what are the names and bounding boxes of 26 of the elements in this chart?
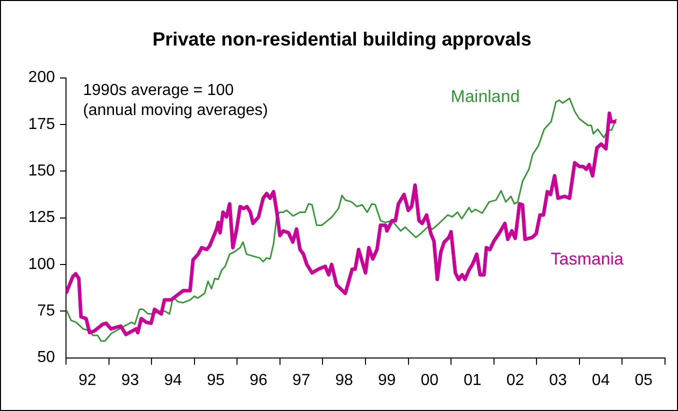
- annotation: (annual moving averages): [83, 102, 268, 120]
- x-tick-label: 97: [292, 372, 310, 389]
- x-tick-label: 02: [506, 372, 524, 389]
- x-tick-label: 94: [164, 372, 182, 389]
- y-tick-label: 125: [28, 209, 56, 226]
- annotation: 1990s average = 100: [83, 82, 234, 100]
- y-tick-label: 75: [37, 302, 56, 320]
- x-tick-label: 04: [592, 372, 610, 389]
- y-tick-label: 200: [28, 69, 56, 86]
- x-tick-label: 01: [464, 372, 482, 389]
- x-tick-label: 93: [121, 372, 140, 389]
- chart-title: Private non-residential building approvals: [152, 30, 532, 51]
- x-tick-label: 92: [78, 372, 96, 389]
- x-tick-label: 96: [250, 372, 268, 389]
- x-tick-label: 98: [335, 372, 354, 389]
- x-tick-label: 03: [549, 372, 568, 389]
- x-tick-label: 95: [206, 372, 225, 389]
- y-tick-label: 100: [28, 256, 56, 273]
- x-tick-label: 99: [378, 372, 396, 389]
- series-label: Mainland: [450, 87, 520, 106]
- y-tick-label: 150: [28, 162, 56, 180]
- x-tick-label: 00: [420, 372, 439, 389]
- y-tick-label: 50: [37, 349, 56, 366]
- x-tick-label: 05: [634, 372, 653, 389]
- y-tick-label: 175: [28, 116, 56, 133]
- series-label: Tasmania: [550, 250, 624, 269]
